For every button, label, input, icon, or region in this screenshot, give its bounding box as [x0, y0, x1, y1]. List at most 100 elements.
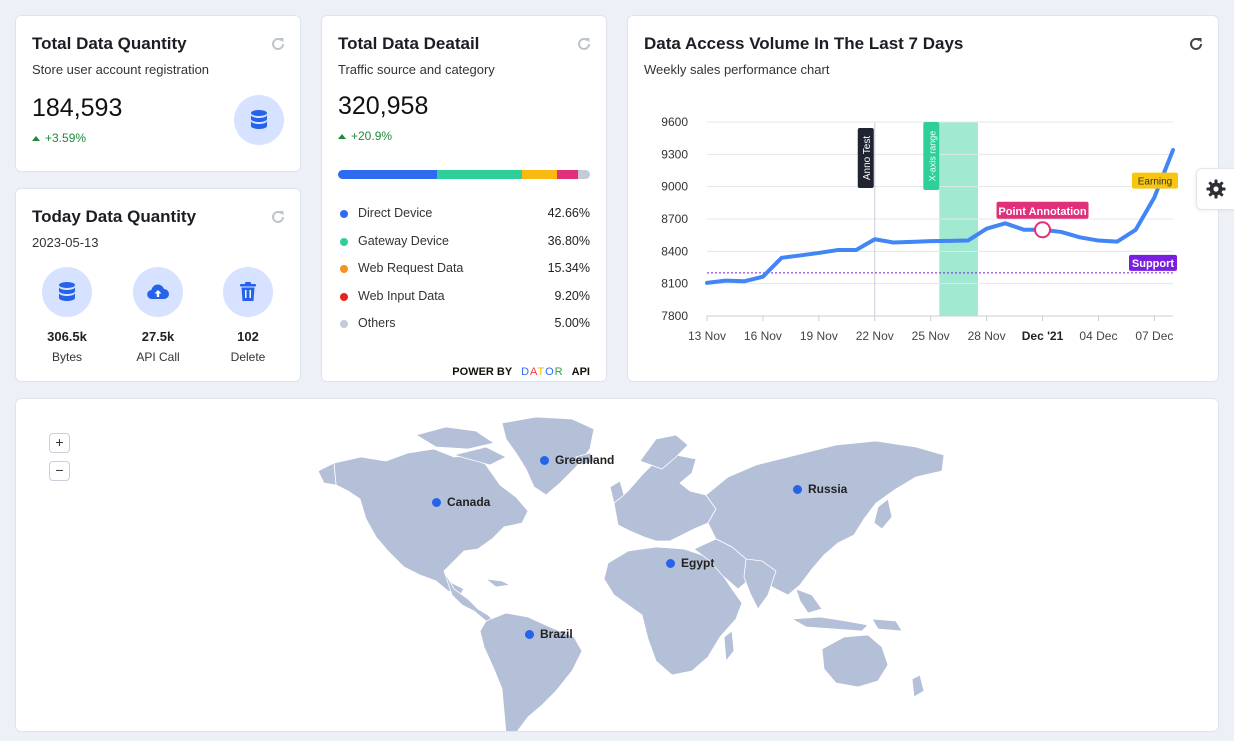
settings-button[interactable] — [1196, 168, 1234, 210]
anno-test-label: Anno Test — [862, 136, 873, 181]
x-tick-label: 22 Nov — [856, 329, 894, 343]
today-data-title: Today Data Quantity — [32, 207, 197, 226]
y-tick-label: 9000 — [661, 180, 688, 194]
legend-dot — [340, 292, 348, 301]
brand-letter: D — [521, 366, 531, 378]
map-marker-canada[interactable]: Canada — [432, 495, 490, 509]
y-tick-label: 9300 — [661, 147, 688, 161]
x-tick-label: 16 Nov — [744, 329, 782, 343]
data-detail-title: Total Data Deatail — [338, 34, 480, 53]
legend-dot — [340, 237, 348, 246]
anno-test-badge — [857, 128, 874, 188]
traffic-segment — [436, 170, 522, 179]
point-annotation-badge — [996, 201, 1089, 219]
y-tick-label: 8700 — [661, 212, 688, 226]
database-icon — [234, 95, 284, 145]
legend-dot — [340, 210, 348, 218]
marker-dot — [793, 485, 802, 494]
world-map[interactable] — [16, 399, 1219, 732]
legend-label: Direct Device — [358, 206, 433, 220]
refresh-icon[interactable] — [270, 209, 286, 225]
x-range-label: X-axis range — [927, 131, 937, 182]
map-marker-greenland[interactable]: Greenland — [540, 453, 614, 467]
legend-item: Direct Device 42.66% — [338, 206, 590, 222]
brand-letter: T — [537, 366, 546, 378]
trend-up-icon — [338, 134, 346, 139]
refresh-icon[interactable] — [1188, 36, 1204, 52]
traffic-segment — [521, 170, 558, 179]
data-detail-value: 320,958 — [338, 92, 429, 120]
bytes-label: Bytes — [51, 350, 82, 364]
new-zealand-land — [911, 674, 925, 698]
today-data-card: Today Data Quantity 2023-05-13 306.5k By… — [15, 188, 301, 382]
bytes-value: 306.5k — [47, 329, 87, 344]
api-text: API — [571, 366, 590, 378]
legend-item: Others 5.00% — [338, 316, 590, 332]
support-label: Support — [1132, 258, 1174, 270]
api-call-label: API Call — [136, 350, 180, 364]
access-volume-card: Data Access Volume In The Last 7 Days We… — [627, 15, 1219, 382]
japan-land — [873, 498, 893, 530]
trend-up-icon — [32, 136, 40, 141]
x-tick-label: 25 Nov — [912, 329, 950, 343]
chart-title: Data Access Volume In The Last 7 Days — [644, 34, 964, 53]
zoom-out-button[interactable]: − — [49, 461, 70, 481]
south-america-land — [479, 612, 583, 731]
refresh-icon[interactable] — [270, 36, 286, 52]
y-tick-label: 8100 — [661, 277, 688, 291]
scandinavia-land — [639, 434, 689, 470]
x-tick-label: 07 Dec — [1135, 329, 1173, 343]
earning-badge — [1132, 172, 1178, 189]
delete-value: 102 — [237, 329, 259, 344]
total-data-change: +3.59% — [32, 131, 86, 145]
x-range-badge — [923, 122, 940, 190]
brand-logo: DATOR — [521, 366, 564, 378]
zoom-in-button[interactable]: + — [49, 433, 70, 453]
y-tick-label: 9600 — [661, 115, 688, 129]
data-detail-change-text: +20.9% — [351, 129, 393, 143]
legend-label: Web Request Data — [358, 261, 464, 275]
y-tick-label: 7800 — [661, 309, 688, 323]
x-tick-label: 13 Nov — [688, 329, 726, 343]
india-land — [743, 558, 777, 610]
legend-dot — [340, 320, 348, 328]
legend-value: 42.66% — [547, 206, 590, 220]
legend-value: 9.20% — [554, 288, 590, 303]
legend-label: Gateway Device — [358, 233, 450, 248]
marker-label: Greenland — [555, 453, 615, 467]
brand-letter: R — [554, 366, 564, 378]
new-guinea-land — [871, 618, 903, 632]
gear-icon — [1206, 179, 1225, 199]
x-tick-label: 04 Dec — [1079, 329, 1117, 343]
traffic-segment — [557, 170, 579, 179]
southeast-asia-land — [795, 588, 823, 614]
access-volume-chart: 7800 8100 8400 8700 9000 9300 9600 13 Nov 16 Nov… — [661, 115, 1178, 343]
x-tick-label: 28 Nov — [968, 329, 1006, 343]
legend-dot — [340, 265, 348, 273]
database-icon — [42, 267, 92, 317]
total-data-change-text: +3.59% — [45, 131, 87, 145]
legend-item: Web Input Data 9.20% — [338, 289, 590, 305]
map-marker-russia[interactable]: Russia — [793, 482, 847, 496]
x-tick-label: 19 Nov — [800, 329, 838, 343]
trash-icon — [223, 267, 273, 317]
alaska-land — [317, 462, 337, 486]
marker-dot — [525, 630, 534, 639]
refresh-icon[interactable] — [576, 36, 592, 52]
map-marker-brazil[interactable]: Brazil — [525, 627, 573, 641]
marker-label: Egypt — [681, 556, 715, 570]
marker-dot — [666, 559, 675, 568]
brand-letter: O — [545, 366, 555, 378]
indonesia-land — [790, 616, 869, 632]
legend-item: Web Request Data 15.34% — [338, 261, 590, 277]
arctic-islands-land-2 — [452, 446, 507, 466]
map-marker-egypt[interactable]: Egypt — [666, 556, 714, 570]
total-data-subtitle: Store user account registration — [32, 62, 210, 77]
marker-dot — [540, 456, 549, 465]
today-data-date: 2023-05-13 — [32, 235, 99, 250]
powered-by: POWER BY DATOR API — [452, 366, 590, 378]
africa-land — [603, 546, 743, 676]
marker-label: Russia — [808, 482, 848, 496]
caribbean-land — [484, 578, 512, 588]
x-tick-label: Dec '21 — [1022, 329, 1064, 343]
